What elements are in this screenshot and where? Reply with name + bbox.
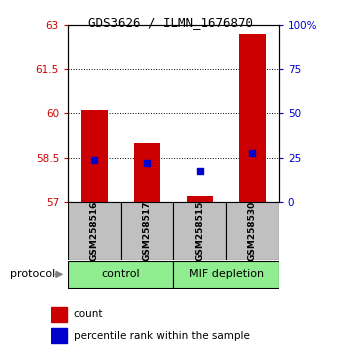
Text: GSM258517: GSM258517 — [142, 201, 152, 261]
Point — [250, 150, 255, 156]
Bar — [134, 143, 160, 202]
Bar — [121, 202, 173, 259]
Point — [144, 161, 150, 166]
Text: protocol: protocol — [10, 269, 55, 279]
Text: percentile rank within the sample: percentile rank within the sample — [74, 331, 250, 341]
Text: GSM258515: GSM258515 — [195, 201, 204, 261]
Bar — [173, 261, 279, 288]
Bar — [51, 328, 67, 343]
Bar — [68, 261, 173, 288]
Text: count: count — [74, 309, 103, 319]
Bar — [68, 202, 121, 259]
Text: GSM258530: GSM258530 — [248, 201, 257, 261]
Point — [197, 168, 202, 174]
Text: MIF depletion: MIF depletion — [189, 269, 264, 279]
Text: GDS3626 / ILMN_1676870: GDS3626 / ILMN_1676870 — [87, 16, 253, 29]
Text: control: control — [101, 269, 140, 279]
Bar — [239, 34, 266, 202]
Bar — [51, 307, 67, 322]
Bar — [187, 196, 213, 202]
Bar — [173, 202, 226, 259]
Bar — [81, 110, 107, 202]
Bar — [226, 202, 279, 259]
Point — [91, 158, 97, 163]
Text: GSM258516: GSM258516 — [90, 201, 99, 261]
